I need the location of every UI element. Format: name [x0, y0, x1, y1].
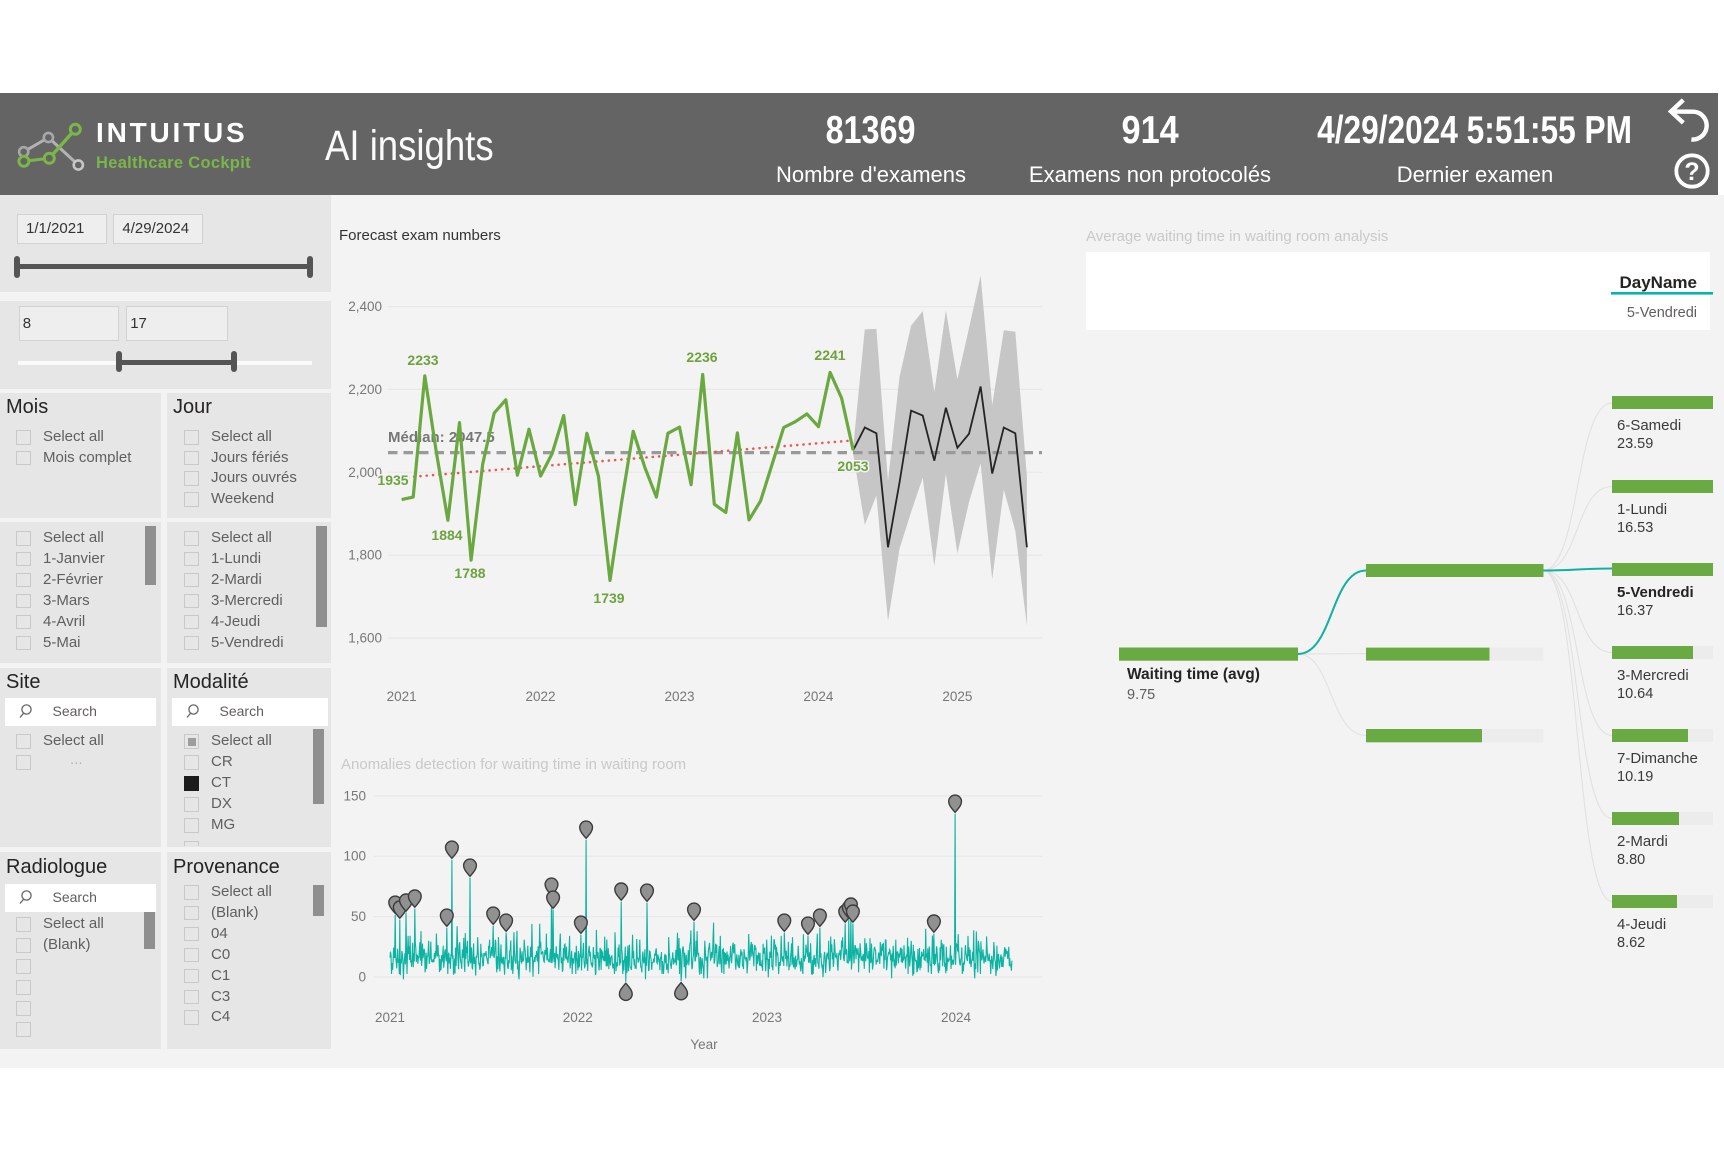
svg-text:2023: 2023: [664, 689, 694, 704]
svg-text:?: ?: [1684, 158, 1699, 186]
svg-text:5-Vendredi: 5-Vendredi: [1617, 584, 1694, 601]
svg-text:9.75: 9.75: [1127, 687, 1155, 703]
svg-text:Anomalies detection for waitin: Anomalies detection for waiting time in …: [341, 756, 686, 773]
svg-text:23.59: 23.59: [1617, 436, 1653, 452]
svg-text:2,200: 2,200: [348, 382, 382, 397]
svg-text:1935: 1935: [377, 472, 408, 488]
svg-text:2,400: 2,400: [348, 299, 382, 314]
svg-text:0: 0: [358, 970, 366, 985]
svg-text:7-Dimanche: 7-Dimanche: [1617, 750, 1698, 767]
svg-text:2053: 2053: [837, 458, 868, 474]
svg-text:2024: 2024: [941, 1010, 972, 1025]
svg-text:2022: 2022: [525, 689, 555, 704]
svg-text:1-Lundi: 1-Lundi: [1617, 501, 1667, 518]
svg-text:1,800: 1,800: [348, 548, 382, 563]
svg-text:50: 50: [351, 909, 366, 924]
svg-text:10.19: 10.19: [1617, 769, 1653, 785]
svg-text:8.62: 8.62: [1617, 935, 1645, 951]
svg-text:2023: 2023: [752, 1010, 782, 1025]
svg-text:5-Vendredi: 5-Vendredi: [1627, 305, 1697, 321]
svg-text:Average waiting time in waitin: Average waiting time in waiting room ana…: [1086, 228, 1388, 245]
svg-text:6-Samedi: 6-Samedi: [1617, 417, 1681, 434]
svg-text:2-Mardi: 2-Mardi: [1617, 833, 1668, 850]
svg-text:2233: 2233: [407, 352, 438, 368]
svg-text:2021: 2021: [375, 1010, 405, 1025]
svg-text:Forecast exam numbers: Forecast exam numbers: [339, 227, 501, 244]
svg-text:150: 150: [343, 788, 366, 803]
svg-text:Year: Year: [690, 1037, 718, 1052]
svg-text:Waiting time (avg): Waiting time (avg): [1127, 666, 1260, 683]
svg-text:100: 100: [343, 849, 366, 864]
svg-text:1,600: 1,600: [348, 631, 382, 646]
svg-text:DayName: DayName: [1620, 273, 1698, 292]
svg-text:Médian: 2047.5: Médian: 2047.5: [388, 429, 495, 446]
svg-text:4-Jeudi: 4-Jeudi: [1617, 916, 1666, 933]
svg-text:8.80: 8.80: [1617, 852, 1645, 868]
svg-text:2236: 2236: [686, 349, 717, 365]
svg-text:2024: 2024: [803, 689, 834, 704]
svg-text:2021: 2021: [387, 689, 417, 704]
svg-text:10.64: 10.64: [1617, 686, 1653, 702]
svg-text:3-Mercredi: 3-Mercredi: [1617, 667, 1689, 684]
svg-text:2,000: 2,000: [348, 465, 382, 480]
svg-text:1788: 1788: [454, 565, 485, 581]
svg-text:1884: 1884: [431, 527, 462, 543]
svg-text:16.53: 16.53: [1617, 520, 1653, 536]
svg-text:2241: 2241: [814, 347, 845, 363]
svg-text:2025: 2025: [942, 689, 972, 704]
svg-text:2022: 2022: [563, 1010, 593, 1025]
svg-text:1739: 1739: [593, 590, 624, 606]
svg-text:16.37: 16.37: [1617, 603, 1653, 619]
